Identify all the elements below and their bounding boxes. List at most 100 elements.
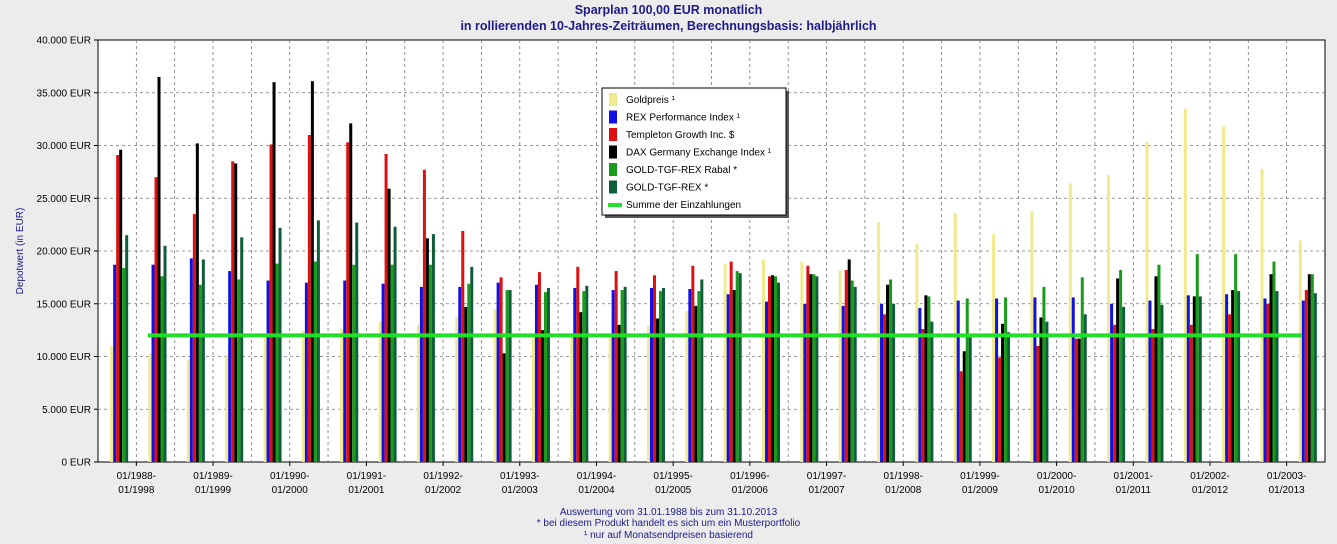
bar — [652, 275, 656, 462]
bar — [225, 354, 229, 462]
bar — [1186, 295, 1190, 462]
legend-swatch — [609, 128, 617, 141]
bar — [154, 177, 158, 462]
bar — [1157, 264, 1161, 462]
x-tick-label: 01/2006 — [732, 485, 769, 496]
bar — [965, 298, 969, 462]
bar — [467, 283, 471, 462]
bar — [390, 264, 394, 462]
bar — [1307, 274, 1311, 462]
y-tick-label: 30.000 EUR — [37, 141, 91, 152]
x-tick-label: 01/2000- — [1037, 471, 1076, 482]
bar — [927, 296, 931, 462]
bar — [617, 324, 621, 462]
bar — [768, 276, 772, 462]
bar — [1228, 314, 1232, 462]
bar — [915, 243, 919, 462]
x-tick-label: 01/2003 — [502, 485, 539, 496]
bar — [697, 291, 701, 462]
bar — [806, 265, 810, 462]
bar — [1260, 168, 1264, 462]
bar — [355, 222, 359, 462]
bar — [1113, 324, 1117, 462]
legend-entry: GOLD-TGF-REX Rabal * — [626, 165, 737, 176]
bar — [771, 275, 775, 462]
bar — [228, 271, 232, 462]
legend-entry: REX Performance Index ¹ — [626, 113, 741, 124]
bar — [573, 287, 577, 462]
x-tick-label: 01/1999- — [960, 471, 999, 482]
bar — [237, 279, 241, 462]
bar — [1077, 338, 1081, 462]
bar — [774, 276, 778, 462]
bar — [534, 284, 538, 462]
bar — [431, 234, 435, 462]
bar — [694, 305, 698, 462]
x-tick-label: 01/1994- — [577, 471, 616, 482]
bar — [924, 295, 928, 462]
bar — [1266, 303, 1270, 462]
bar — [148, 353, 152, 462]
x-tick-label: 01/2004 — [578, 485, 615, 496]
bar — [661, 287, 665, 462]
x-tick-label: 01/2000 — [272, 485, 309, 496]
bar — [585, 285, 589, 462]
bar — [883, 314, 887, 462]
bar — [1001, 323, 1005, 462]
bar — [1154, 276, 1158, 462]
bar — [886, 284, 890, 462]
bar — [304, 282, 308, 462]
x-tick-label: 01/1992- — [423, 471, 462, 482]
bar — [1231, 290, 1235, 462]
bar — [611, 290, 615, 462]
bar — [800, 261, 804, 462]
chart-subtitle: in rollierenden 10-Jahres-Zeiträumen, Be… — [460, 19, 877, 33]
bar — [738, 273, 742, 462]
bar — [116, 154, 120, 462]
bar — [352, 264, 356, 462]
bar — [201, 259, 205, 462]
bar — [543, 292, 547, 462]
y-tick-label: 10.000 EUR — [37, 352, 91, 363]
bar — [125, 235, 129, 462]
bar — [464, 306, 468, 462]
bar — [458, 286, 462, 462]
legend-swatch — [609, 93, 617, 106]
bar — [1145, 142, 1149, 462]
bar — [1198, 296, 1202, 462]
bar — [1080, 277, 1084, 462]
bar — [803, 303, 807, 462]
bar — [313, 261, 317, 462]
chart-title: Sparplan 100,00 EUR monatlich — [574, 3, 763, 17]
bar — [343, 280, 347, 462]
bar — [151, 264, 155, 462]
bar — [930, 321, 934, 462]
bar — [812, 274, 816, 462]
bar — [234, 163, 238, 462]
bar — [546, 287, 550, 462]
bar — [655, 318, 659, 462]
bar — [502, 353, 506, 462]
bar — [889, 279, 893, 462]
bar — [688, 288, 692, 462]
bar — [1263, 298, 1267, 462]
x-tick-label: 01/1995- — [653, 471, 692, 482]
bar — [1107, 175, 1111, 463]
bar — [1225, 294, 1229, 462]
footer-note-range: Auswertung vom 31.01.1988 bis zum 31.10.… — [559, 507, 778, 518]
bar — [1036, 345, 1040, 462]
bar — [762, 259, 766, 462]
bar — [263, 334, 267, 462]
bar — [576, 266, 580, 462]
legend-entry: GOLD-TGF-REX * — [626, 183, 708, 194]
bar — [765, 301, 769, 462]
x-tick-label: 01/1988- — [117, 471, 156, 482]
bar — [1160, 304, 1164, 462]
bar — [428, 264, 432, 462]
x-tick-label: 01/1991- — [347, 471, 386, 482]
bar — [470, 266, 474, 462]
bar — [301, 331, 305, 462]
bar — [378, 321, 382, 462]
footer-note-portfolio: * bei diesem Produkt handelt es sich um … — [536, 518, 801, 529]
bar — [735, 271, 739, 462]
